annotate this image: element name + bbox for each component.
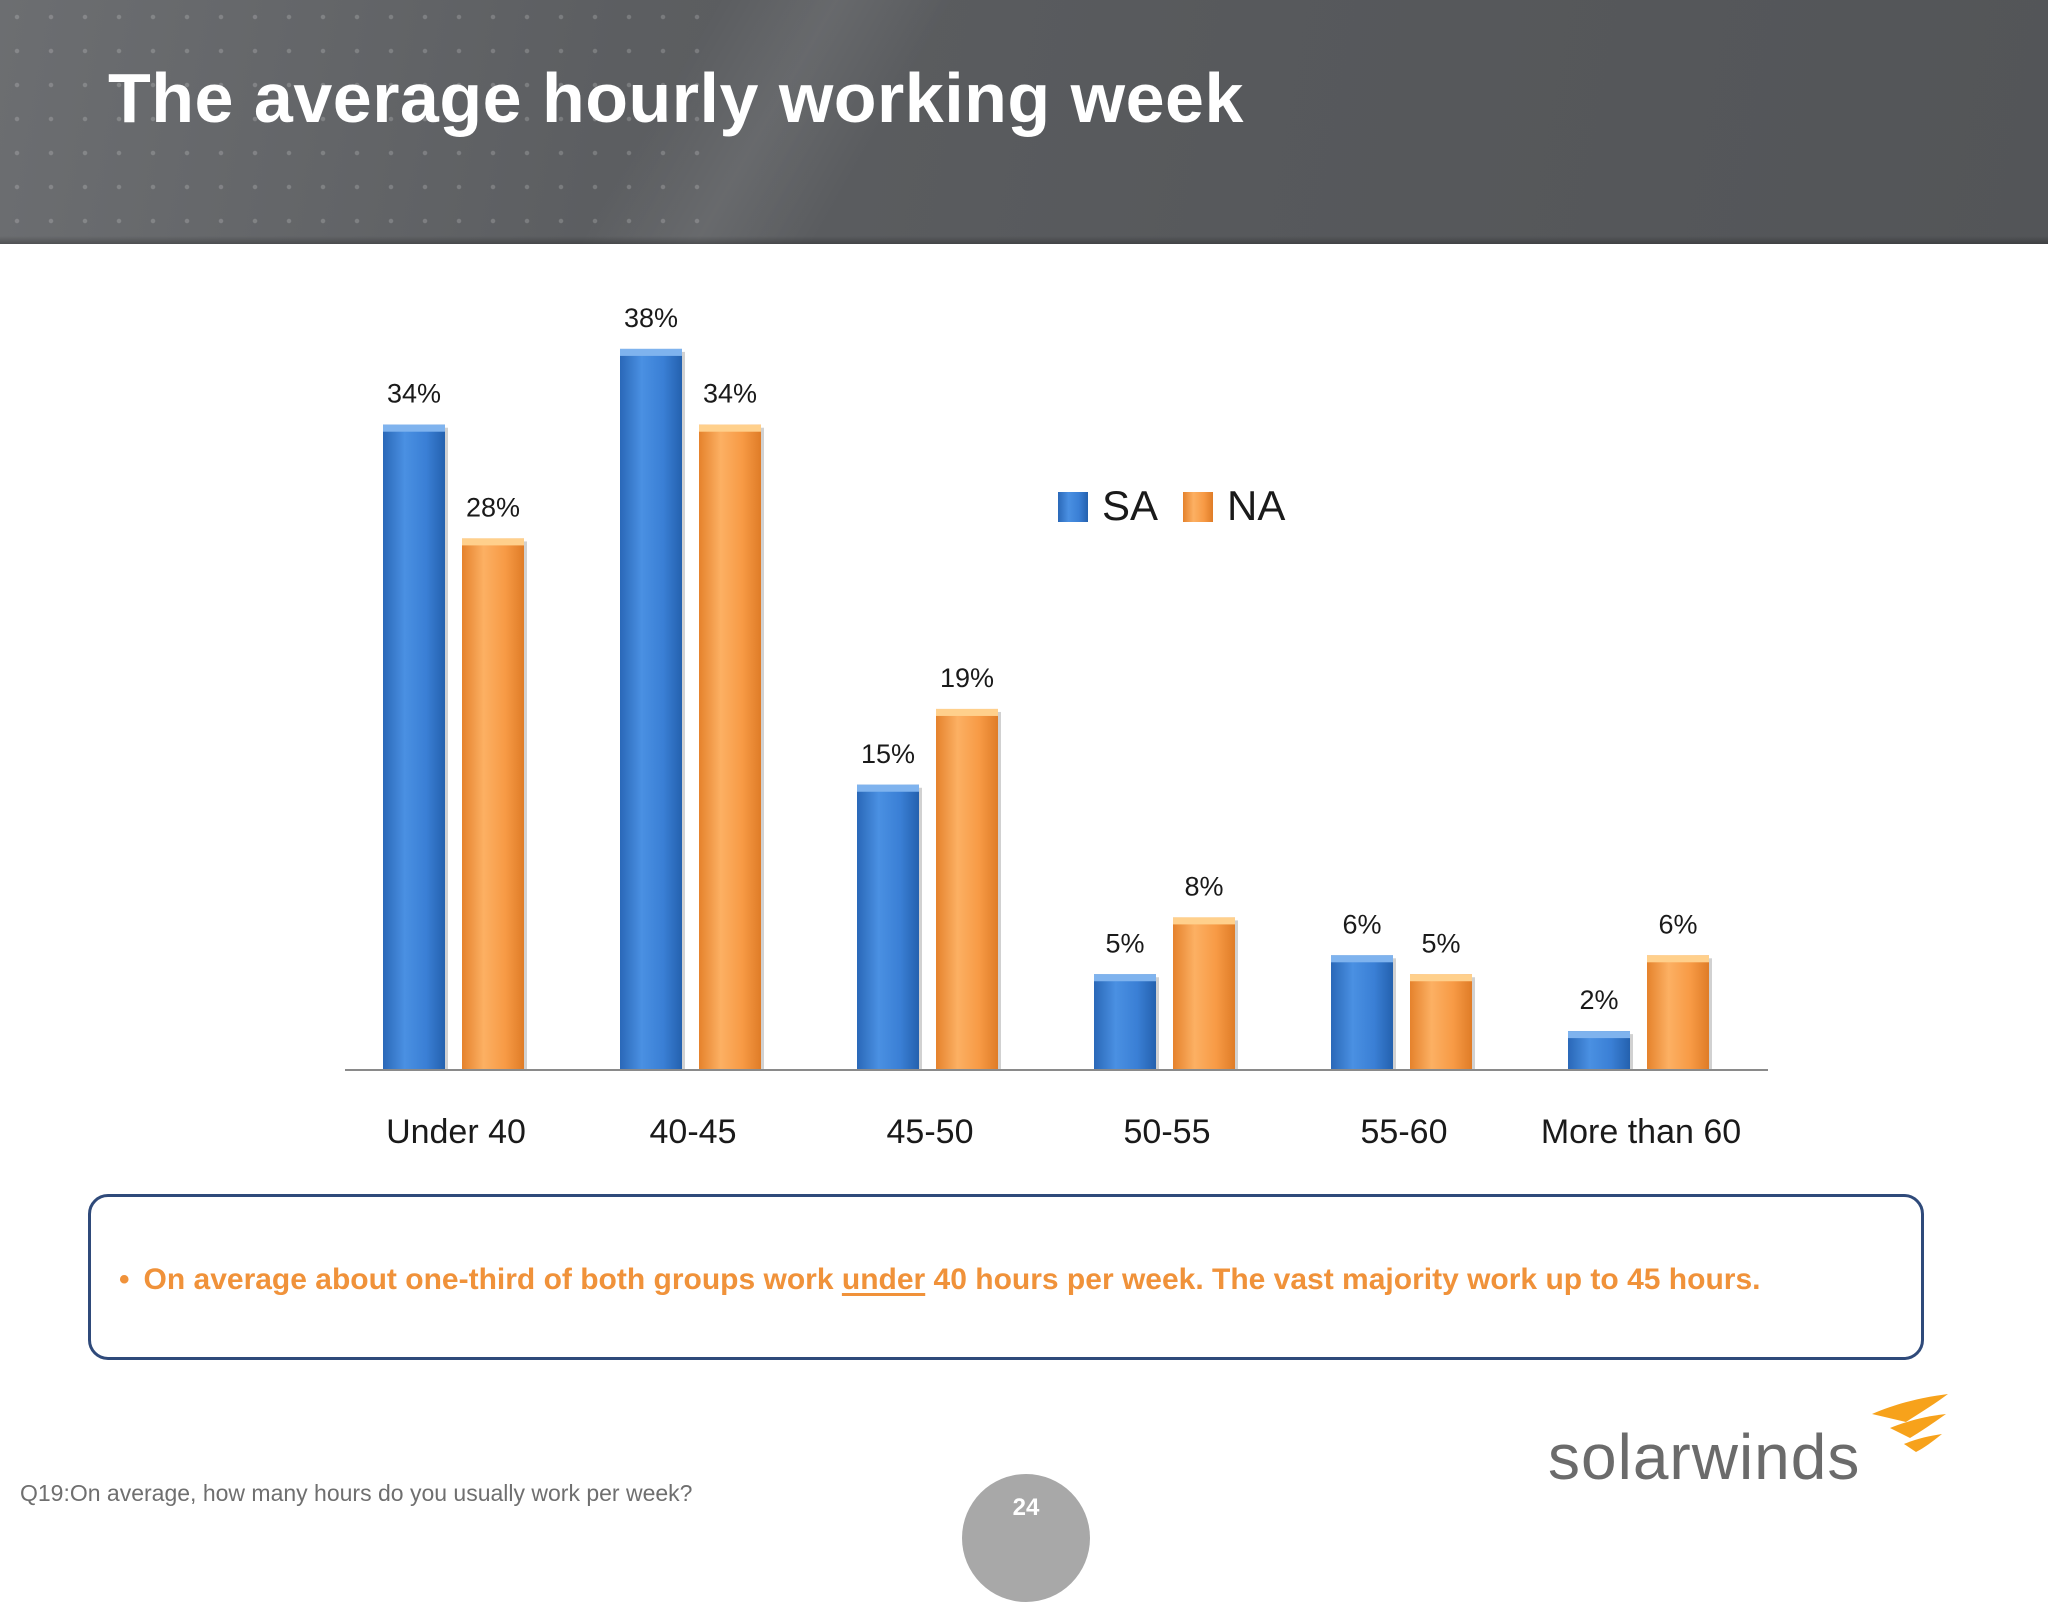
summary-text-after: 40 hours per week. The vast majority wor… bbox=[925, 1263, 1761, 1296]
summary-text-underlined: under bbox=[841, 1263, 926, 1296]
value-label-na-more-than-60: 6% bbox=[1658, 909, 1697, 939]
bar-sa-55-60 bbox=[1331, 955, 1396, 1069]
value-label-sa-45-50: 15% bbox=[861, 739, 915, 769]
page-title: The average hourly working week bbox=[108, 59, 1244, 137]
bar-chart: 34% 28% 38% 34% 15% 19% 5% 8% 6% 5% 2% 6% Under 40 4… bbox=[345, 303, 1768, 1151]
page-number-badge: 24 bbox=[962, 1474, 1090, 1602]
bar-na-under-40 bbox=[462, 538, 527, 1069]
value-label-na-45-50: 19% bbox=[940, 663, 994, 693]
legend-label-sa: SA bbox=[1102, 482, 1158, 529]
value-label-sa-55-60: 6% bbox=[1342, 909, 1381, 939]
legend-swatch-sa bbox=[1058, 492, 1088, 522]
x-tick-label: 50-55 bbox=[1124, 1113, 1211, 1151]
value-label-na-55-60: 5% bbox=[1421, 928, 1460, 958]
value-label-sa-under-40: 34% bbox=[387, 379, 441, 409]
page-number: 24 bbox=[1012, 1494, 1040, 1521]
value-label-sa-50-55: 5% bbox=[1105, 928, 1144, 958]
value-label-na-50-55: 8% bbox=[1184, 871, 1223, 901]
value-label-na-under-40: 28% bbox=[466, 492, 520, 522]
bar-sa-under-40 bbox=[383, 424, 448, 1069]
x-tick-label: Under 40 bbox=[386, 1113, 526, 1151]
summary-box: • On average about one-third of both grou… bbox=[88, 1194, 1924, 1360]
bar-sa-40-45 bbox=[620, 348, 685, 1069]
question-footnote: Q19:On average, how many hours do you us… bbox=[20, 1480, 693, 1506]
bar-na-40-45 bbox=[699, 424, 764, 1069]
bar-sa-more-than-60 bbox=[1568, 1031, 1633, 1069]
x-tick-label: More than 60 bbox=[1541, 1113, 1741, 1151]
value-label-sa-more-than-60: 2% bbox=[1579, 985, 1618, 1015]
header-banner: The average hourly working week bbox=[0, 0, 2048, 244]
bullet-marker: • bbox=[119, 1263, 130, 1296]
summary-text-before: On average about one-third of both group… bbox=[143, 1263, 842, 1296]
header-dot-pattern bbox=[0, 0, 700, 244]
x-tick-label: 40-45 bbox=[650, 1113, 737, 1151]
bar-na-45-50 bbox=[936, 708, 1001, 1069]
bar-na-55-60 bbox=[1410, 974, 1475, 1069]
bar-na-50-55 bbox=[1173, 917, 1238, 1069]
solarwinds-logo-text: solarwinds bbox=[1548, 1421, 1861, 1493]
bar-na-more-than-60 bbox=[1647, 955, 1712, 1069]
bar-sa-45-50 bbox=[857, 784, 922, 1069]
value-label-na-40-45: 34% bbox=[703, 379, 757, 409]
legend-label-na: NA bbox=[1227, 482, 1285, 529]
x-tick-label: 45-50 bbox=[887, 1113, 974, 1151]
header-shadow bbox=[0, 236, 2048, 244]
legend: SA NA bbox=[1058, 482, 1285, 529]
bar-sa-50-55 bbox=[1094, 974, 1159, 1069]
legend-swatch-na bbox=[1183, 492, 1213, 522]
header-sheen bbox=[300, 0, 1200, 244]
summary-text: • On average about one-third of both grou… bbox=[119, 1263, 1760, 1297]
x-tick-label: 55-60 bbox=[1361, 1113, 1448, 1151]
value-label-sa-40-45: 38% bbox=[624, 303, 678, 333]
solarwinds-flame-icon bbox=[1872, 1394, 1948, 1452]
